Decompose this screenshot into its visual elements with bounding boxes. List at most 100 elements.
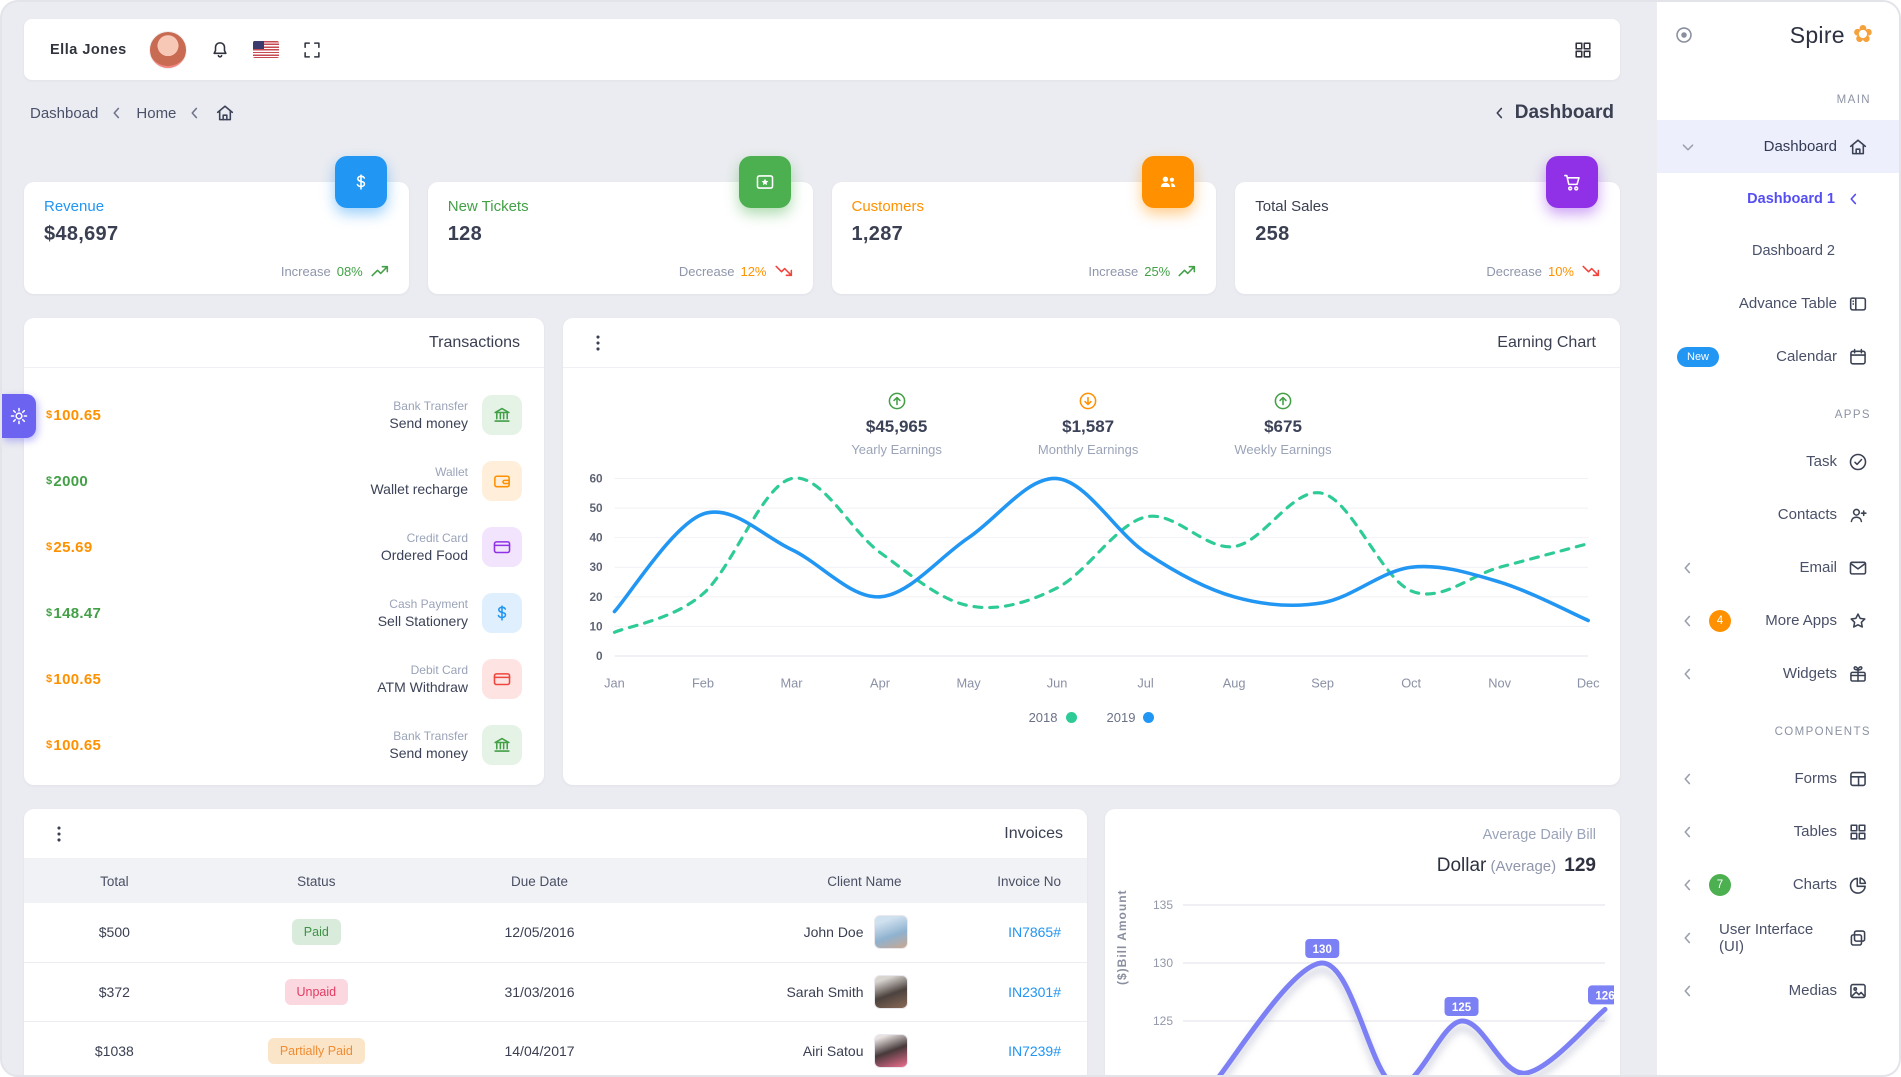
- chevron-left-icon: [1677, 980, 1699, 1002]
- client-name: Airi Satou: [802, 1042, 864, 1059]
- arrow-up-circle-icon: [1272, 390, 1294, 412]
- brand-name: Spire: [1789, 21, 1845, 48]
- chevron-left-icon: [1677, 874, 1699, 896]
- transaction-text: Debit Card ATM Withdraw: [377, 663, 468, 695]
- legend-2018[interactable]: 2018: [1029, 710, 1077, 725]
- sidebar-item-calendar[interactable]: New Calendar: [1657, 330, 1899, 383]
- sidebar-item-advance-table[interactable]: Advance Table: [1657, 277, 1899, 330]
- sidebar-item-label: Task: [1806, 453, 1837, 470]
- breadcrumb-item-dashboard[interactable]: Dashboad: [30, 104, 99, 122]
- client-name: Sarah Smith: [786, 983, 864, 1000]
- invoice-number-link[interactable]: IN7239#: [1008, 1042, 1061, 1059]
- sidebar: Spire ✿ MAIN Dashboard Dashboard 1 Dashb…: [1656, 2, 1899, 1075]
- transaction-category: Credit Card: [406, 531, 468, 545]
- earning-chart-header: Earning Chart: [563, 318, 1620, 368]
- invoice-number-link[interactable]: IN7865#: [1008, 924, 1061, 941]
- sidebar-item-user-interface[interactable]: User Interface (UI): [1657, 911, 1899, 964]
- transactions-panel: Transactions $100.65 Bank Transfer Send …: [24, 318, 544, 785]
- sidebar-item-tables[interactable]: Tables: [1657, 805, 1899, 858]
- earning-value: $1,587: [1062, 417, 1115, 436]
- sidebar-item-task[interactable]: Task: [1657, 435, 1899, 488]
- stat-trend: Decrease 10%: [1486, 260, 1602, 282]
- daily-bill-header: Average Daily Bill Dollar (Average) 129: [1105, 809, 1620, 877]
- middle-row: Transactions $100.65 Bank Transfer Send …: [24, 318, 1620, 785]
- trend-value: 12%: [740, 263, 767, 279]
- stat-trend: Decrease 12%: [679, 260, 795, 282]
- trend-down-icon: [1580, 260, 1602, 282]
- invoice-row[interactable]: $500 Paid 12/05/2016 John Doe IN7865#: [24, 903, 1087, 963]
- transaction-category: Bank Transfer: [393, 399, 468, 413]
- sidebar-item-contacts[interactable]: Contacts: [1657, 488, 1899, 541]
- bell-icon[interactable]: [209, 39, 231, 61]
- invoice-row[interactable]: $372 Unpaid 31/03/2016 Sarah Smith IN230…: [24, 962, 1087, 1022]
- svg-text:60: 60: [589, 472, 603, 486]
- home-icon[interactable]: [214, 102, 236, 124]
- breadcrumb-row: Dashboad Home Dashboard: [24, 102, 1620, 124]
- svg-text:10: 10: [589, 619, 603, 633]
- invoice-row[interactable]: $1038 Partially Paid 14/04/2017 Airi Sat…: [24, 1021, 1087, 1075]
- sidebar-item-label: More Apps: [1765, 612, 1837, 629]
- sidebar-item-dashboard-2[interactable]: Dashboard 2: [1657, 225, 1899, 277]
- invoices-table: Total Status Due Date Client Name Invoic…: [24, 859, 1087, 1075]
- svg-text:Oct: Oct: [1401, 676, 1421, 691]
- sidebar-item-label: Charts: [1792, 876, 1837, 893]
- dollar-icon: [482, 593, 522, 633]
- section-label-components: COMPONENTS: [1774, 726, 1871, 738]
- sidebar-item-more-apps[interactable]: 4 More Apps: [1657, 594, 1899, 647]
- invoice-due-date: 31/03/2016: [427, 962, 652, 1022]
- stat-value: 128: [447, 223, 483, 245]
- sidebar-item-label: Dashboard: [1763, 138, 1837, 155]
- invoice-number-link[interactable]: IN2301#: [1008, 983, 1061, 1000]
- earning-stat-yearly: $45,965 Yearly Earnings: [851, 390, 942, 457]
- legend-2019[interactable]: 2019: [1107, 710, 1155, 725]
- transaction-amount: $100.65: [46, 406, 102, 424]
- credit-card-icon: [482, 527, 522, 567]
- status-badge: Partially Paid: [267, 1037, 365, 1064]
- sidebar-item-forms[interactable]: Forms: [1657, 752, 1899, 805]
- sidebar-item-label: Medias: [1788, 982, 1837, 999]
- chevron-left-icon: [1677, 768, 1699, 790]
- transaction-row[interactable]: $100.65 Bank Transfer Send money: [46, 712, 522, 778]
- transaction-row[interactable]: $25.69 Credit Card Ordered Food: [46, 514, 522, 580]
- breadcrumb: Dashboad Home: [30, 102, 236, 124]
- trend-value: 25%: [1144, 263, 1171, 279]
- kebab-menu-icon[interactable]: [48, 823, 70, 845]
- breadcrumb-item-home[interactable]: Home: [136, 104, 177, 122]
- kebab-menu-icon[interactable]: [587, 332, 609, 354]
- calendar-icon: [1847, 346, 1869, 368]
- svg-text:Nov: Nov: [1488, 676, 1511, 691]
- sidebar-item-widgets[interactable]: Widgets: [1657, 647, 1899, 700]
- sidebar-item-medias[interactable]: Medias: [1657, 964, 1899, 1017]
- user-avatar[interactable]: [148, 30, 187, 69]
- sidebar-item-dashboard-1[interactable]: Dashboard 1: [1657, 173, 1899, 225]
- sidebar-item-dashboard[interactable]: Dashboard: [1657, 120, 1899, 173]
- client-avatar: [873, 915, 908, 950]
- settings-fab[interactable]: [2, 394, 36, 438]
- transaction-row[interactable]: $148.47 Cash Payment Sell Stationery: [46, 580, 522, 646]
- average-value: 129: [1564, 855, 1596, 876]
- transaction-row[interactable]: $2000 Wallet Wallet recharge: [46, 448, 522, 514]
- svg-text:50: 50: [589, 501, 603, 515]
- transaction-row[interactable]: $100.65 Bank Transfer Send money: [46, 382, 522, 448]
- transaction-category: Cash Payment: [389, 597, 468, 611]
- debit-card-icon: [482, 659, 522, 699]
- daily-bill-line-chart: 135 130 125 130 125 126: [1143, 893, 1614, 1075]
- grid-icon[interactable]: [1572, 39, 1594, 61]
- image-icon: [1847, 980, 1869, 1002]
- fullscreen-icon[interactable]: [301, 39, 323, 61]
- client-avatar: [873, 1033, 908, 1068]
- sidebar-toggle-icon[interactable]: [1673, 24, 1695, 46]
- us-flag-icon[interactable]: [252, 41, 279, 58]
- sidebar-item-email[interactable]: Email: [1657, 541, 1899, 594]
- sidebar-item-charts[interactable]: 7 Charts: [1657, 858, 1899, 911]
- chevron-left-icon: [1677, 557, 1699, 579]
- transaction-row[interactable]: $100.65 Debit Card ATM Withdraw: [46, 646, 522, 712]
- transaction-amount: $100.65: [46, 736, 102, 754]
- page-title: Dashboard: [1514, 102, 1614, 123]
- svg-text:130: 130: [1313, 944, 1332, 956]
- section-label-apps: APPS: [1834, 409, 1871, 421]
- brand-logo[interactable]: Spire ✿: [1790, 22, 1873, 49]
- invoice-due-date: 12/05/2016: [427, 903, 652, 963]
- stat-title: Total Sales: [1255, 198, 1329, 215]
- transactions-header: Transactions: [24, 318, 544, 368]
